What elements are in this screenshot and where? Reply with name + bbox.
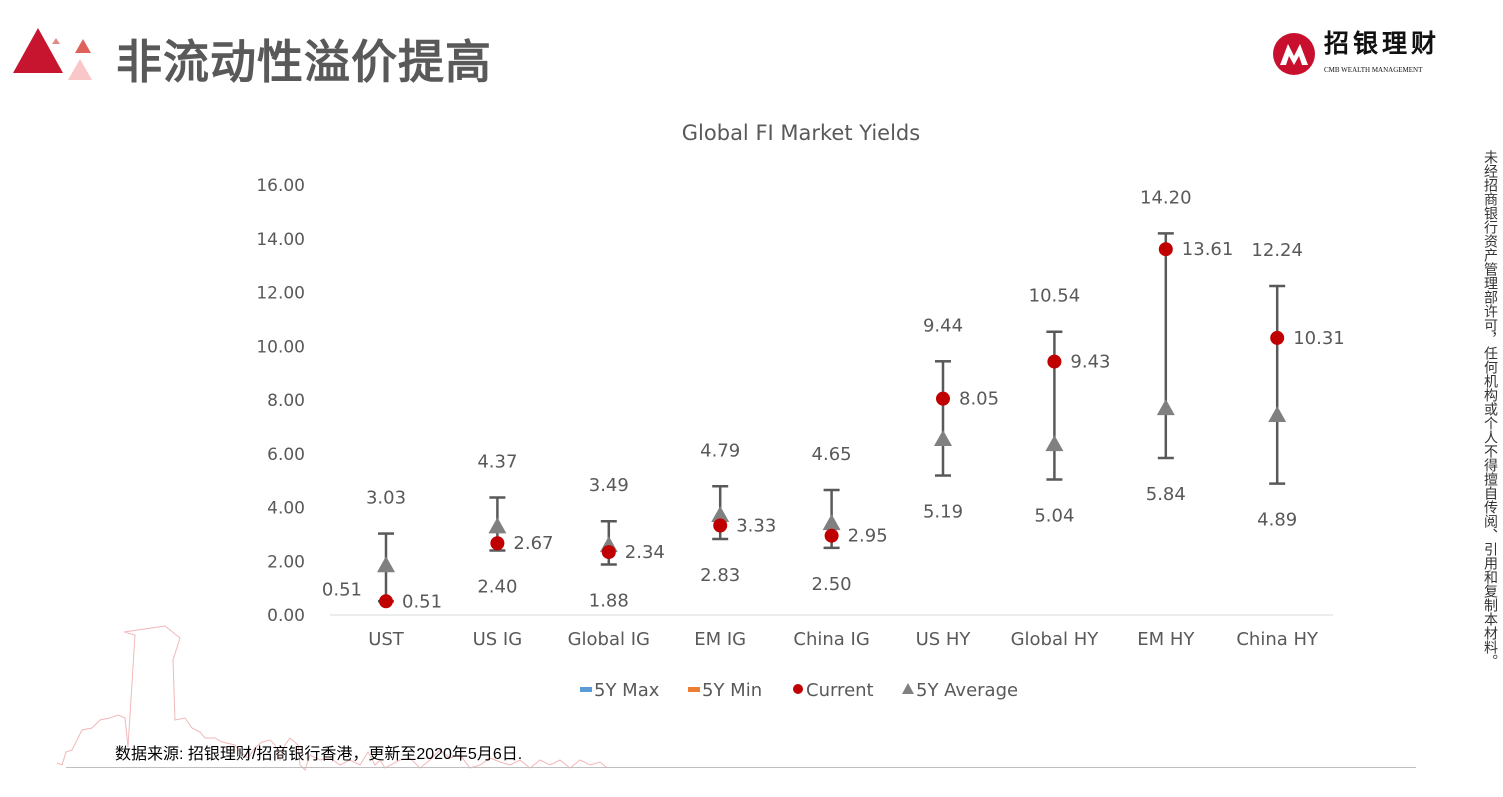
logo-name-en: CMB WEALTH MANAGEMENT (1324, 66, 1423, 74)
min-data-label: 2.50 (812, 574, 852, 595)
current-marker (713, 518, 728, 533)
current-marker (601, 545, 616, 560)
y-tick-label: 6.00 (267, 445, 305, 465)
current-marker (1270, 330, 1285, 345)
min-data-label: 5.04 (1034, 506, 1074, 527)
max-data-label: 12.24 (1251, 240, 1303, 261)
max-data-label: 3.03 (366, 488, 406, 509)
x-tick-label: EM HY (1137, 629, 1195, 650)
min-data-label: 5.84 (1146, 484, 1186, 505)
cmb-logo: 招银理财 CMB WEALTH MANAGEMENT (1272, 30, 1452, 80)
current-data-label: 10.31 (1293, 328, 1345, 349)
average-marker (1045, 435, 1064, 452)
x-tick-label: China IG (793, 629, 869, 650)
min-data-label: 2.40 (477, 577, 517, 598)
min-data-label: 2.83 (700, 565, 740, 586)
legend-min-label: 5Y Min (702, 680, 762, 701)
y-tick-label: 2.00 (267, 552, 305, 572)
y-tick-label: 16.00 (256, 176, 305, 196)
y-tick-label: 8.00 (267, 391, 305, 411)
min-data-label: 4.89 (1257, 510, 1297, 531)
legend-max-label: 5Y Max (594, 680, 660, 701)
current-marker (1158, 242, 1173, 257)
current-data-label: 13.61 (1182, 239, 1234, 260)
max-data-label: 4.65 (812, 444, 852, 465)
min-data-label: 5.19 (923, 502, 963, 523)
x-tick-label: UST (368, 629, 405, 650)
chart-title: Global FI Market Yields (682, 121, 920, 145)
x-tick-label: US IG (473, 629, 523, 650)
current-marker (490, 536, 505, 551)
legend-max-swatch (580, 687, 592, 692)
legend-current-marker (793, 684, 803, 694)
page-title: 非流动性溢价提高 (116, 35, 492, 89)
current-data-label: 3.33 (736, 516, 776, 537)
footer-divider (66, 767, 1416, 768)
current-marker (379, 594, 393, 609)
legend-average-marker (902, 683, 914, 694)
max-data-label: 10.54 (1029, 286, 1081, 307)
max-data-label: 3.49 (589, 475, 629, 496)
min-data-label: 1.88 (589, 590, 629, 611)
y-tick-label: 14.00 (256, 230, 305, 250)
average-marker (1156, 399, 1175, 416)
title-triangles-icon (13, 28, 92, 80)
current-data-label: 9.43 (1070, 352, 1110, 373)
legend-min-swatch (688, 687, 700, 692)
logo-name-cn: 招银理财 (1324, 29, 1441, 58)
y-tick-label: 0.00 (267, 606, 305, 626)
average-marker (711, 506, 730, 523)
x-tick-label: US HY (916, 629, 972, 650)
current-marker (1047, 354, 1062, 369)
legend-current-label: Current (806, 680, 874, 701)
y-tick-label: 12.00 (256, 284, 305, 304)
disclaimer: 未经招商银行资产管理部许可，任何机构或个人不得擅自传阅、引用和复制本材料。 (1483, 150, 1499, 668)
x-tick-label: Global HY (1011, 629, 1100, 650)
max-data-label: 4.79 (700, 440, 740, 461)
average-marker (377, 556, 395, 573)
source-note: 数据来源: 招银理财/招商银行香港，更新至2020年5月6日. (115, 746, 523, 763)
current-data-label: 2.67 (513, 533, 553, 554)
max-data-label: 4.37 (477, 452, 517, 473)
average-marker (822, 514, 841, 531)
current-marker (936, 391, 950, 406)
average-marker (934, 429, 952, 446)
average-marker (488, 517, 507, 534)
x-tick-label: Global IG (568, 629, 650, 650)
current-marker (824, 528, 839, 543)
max-data-label: 9.44 (923, 315, 963, 336)
average-marker (1268, 406, 1287, 423)
min-data-label: 0.51 (322, 579, 362, 600)
legend: 5Y Max 5Y Min Current 5Y Average (580, 680, 1018, 701)
x-tick-label: China HY (1236, 629, 1319, 650)
current-data-label: 2.95 (848, 526, 888, 547)
y-tick-label: 4.00 (267, 499, 305, 519)
cmb-logo-icon (1273, 33, 1315, 75)
current-data-label: 2.34 (625, 542, 665, 563)
current-data-label: 8.05 (959, 389, 999, 410)
current-data-label: 0.51 (402, 591, 442, 612)
x-tick-label: EM IG (694, 629, 746, 650)
skyline-decoration (56, 625, 607, 771)
max-data-label: 14.20 (1140, 187, 1192, 208)
legend-average-label: 5Y Average (916, 680, 1018, 701)
y-tick-label: 10.00 (256, 337, 305, 357)
